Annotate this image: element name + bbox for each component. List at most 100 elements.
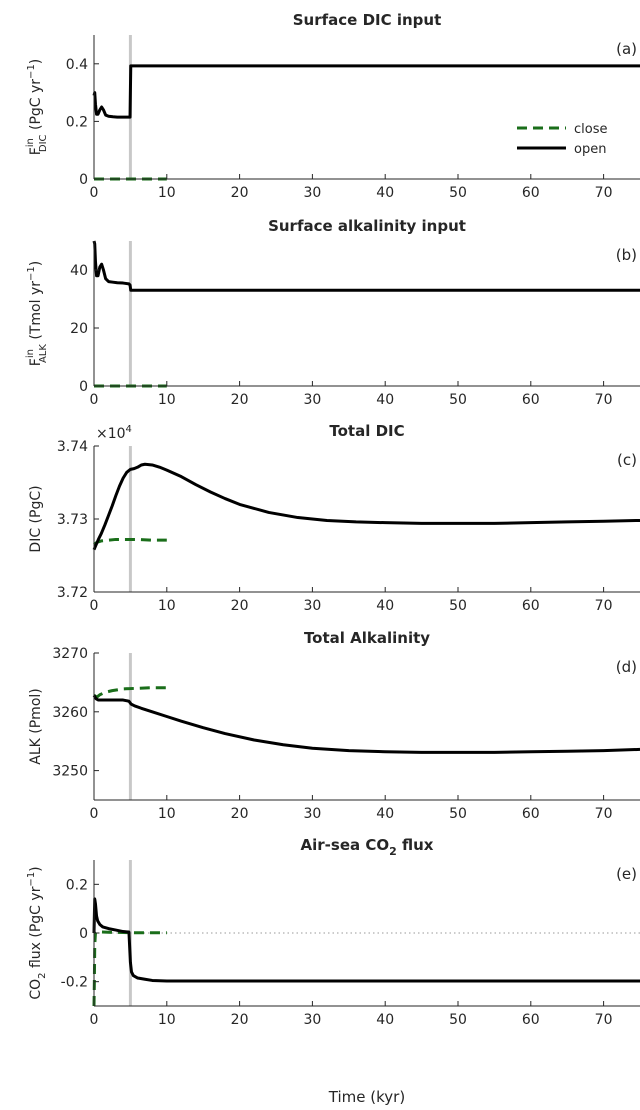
panel-b-ytick-label: 40 bbox=[70, 263, 88, 279]
panel-b-y-label-unit-sup: −1 bbox=[26, 266, 37, 281]
panel-e-y-label-close: ) bbox=[28, 866, 44, 871]
panel-a-xtick-label: 10 bbox=[158, 185, 176, 201]
panel-a-y-label-sub: DIC bbox=[38, 134, 49, 152]
panel-d-ytick-label: 3270 bbox=[52, 646, 88, 662]
panel-c-xtick-label: 0 bbox=[90, 598, 99, 614]
panel-e-ytick-label: 0 bbox=[79, 926, 88, 942]
panel-e-title-end: flux bbox=[397, 836, 434, 854]
panel-a-ytick-label: 0.4 bbox=[66, 57, 88, 73]
panel-e-y-label-unit-sup: −1 bbox=[26, 872, 37, 887]
panel-b-panel-label: (b) bbox=[616, 246, 637, 264]
panel-b-xtick-label: 0 bbox=[90, 392, 99, 408]
panel-c-xtick-label: 70 bbox=[595, 598, 613, 614]
panel-e-y-label-unit: flux (PgC yr bbox=[28, 886, 44, 972]
panel-a-xtick-label: 30 bbox=[303, 185, 321, 201]
panel-c-title: Total DIC bbox=[329, 422, 404, 440]
panel-c-title-text: Total DIC bbox=[329, 422, 404, 440]
panel-c-series-close bbox=[93, 537, 167, 546]
panel-d-series-open bbox=[92, 694, 640, 754]
panel-e-xtick-label: 20 bbox=[231, 1012, 249, 1028]
panel-e-title-sub: 2 bbox=[389, 845, 397, 858]
panel-b-xtick-label: 10 bbox=[158, 392, 176, 408]
panel-c-exponent-label: ×104 bbox=[96, 424, 132, 442]
panel-b-xtick-label: 50 bbox=[449, 392, 467, 408]
panel-b-title: Surface alkalinity input bbox=[268, 217, 466, 235]
panel-a-series-open bbox=[92, 64, 640, 119]
panel-b-y-label-sup: in bbox=[25, 349, 36, 358]
panel-e-xtick-label: 50 bbox=[449, 1012, 467, 1028]
panel-e-y-label-main: CO bbox=[28, 979, 44, 1000]
panel-d-xtick-label: 70 bbox=[595, 806, 613, 822]
panel-a-title: Surface DIC input bbox=[293, 11, 441, 29]
panel-d: 0 10 20 30 40 50 60 70 3250 3260 3270 Total Alkalin… bbox=[28, 629, 640, 822]
panel-b: 0 10 20 30 40 50 60 70 0 20 40 Surface alkalinity i… bbox=[25, 217, 640, 408]
panel-e-xtick-label: 70 bbox=[595, 1012, 613, 1028]
panel-c: 0 10 20 30 40 50 60 70 3.72 3.73 3.74 Total DIC (c) D… bbox=[28, 422, 640, 614]
panel-a-panel-label: (a) bbox=[616, 40, 637, 58]
panel-e-series-close bbox=[92, 930, 167, 1007]
panel-d-ytick-label: 3250 bbox=[52, 764, 88, 780]
panel-d-series-close bbox=[93, 686, 167, 699]
panel-c-xtick-label: 50 bbox=[449, 598, 467, 614]
panel-a-title-text: Surface DIC input bbox=[293, 11, 441, 29]
panel-e-panel-label: (e) bbox=[616, 865, 637, 883]
panel-b-y-label-close: ) bbox=[28, 261, 44, 266]
panel-c-y-label-main: DIC (PgC) bbox=[28, 485, 44, 552]
panel-b-series-open bbox=[92, 240, 640, 292]
panel-e-xtick-label: 10 bbox=[158, 1012, 176, 1028]
panel-e-xtick-label: 60 bbox=[522, 1012, 540, 1028]
panel-c-xtick-label: 60 bbox=[522, 598, 540, 614]
panel-b-y-label: Fin ALK (Tmol yr−1) bbox=[25, 261, 49, 366]
panel-d-xtick-label: 20 bbox=[231, 806, 249, 822]
panel-a-y-label-sup: in bbox=[25, 138, 36, 147]
panel-c-panel-label: (c) bbox=[617, 451, 637, 469]
panel-d-xtick-label: 30 bbox=[303, 806, 321, 822]
panel-a-y-label-unit: (PgC yr bbox=[28, 79, 44, 135]
panel-a-xtick-label: 70 bbox=[595, 185, 613, 201]
panel-e-xtick-label: 30 bbox=[303, 1012, 321, 1028]
panel-e-y-label-sub: 2 bbox=[37, 972, 48, 978]
panel-a-ytick-label: 0.2 bbox=[66, 114, 88, 130]
panel-d-y-label-main: ALK (Pmol) bbox=[28, 688, 44, 764]
panel-e-series-open bbox=[92, 897, 640, 983]
panel-a-y-label-unit-sup: −1 bbox=[26, 64, 37, 79]
panel-d-title: Total Alkalinity bbox=[304, 629, 430, 647]
panel-c-exponent-base: ×10 bbox=[96, 426, 126, 442]
panel-e-xtick-label: 40 bbox=[376, 1012, 394, 1028]
panel-a-y-label-close: ) bbox=[28, 59, 44, 64]
panel-e-y-label: CO2 flux (PgC yr−1) bbox=[26, 866, 48, 999]
panel-d-panel-label: (d) bbox=[616, 658, 637, 676]
panel-d-ytick-label: 3260 bbox=[52, 705, 88, 721]
panel-a: 0 10 20 30 40 50 60 70 0 0.2 0.4 Surface DIC input (… bbox=[25, 11, 640, 201]
legend-label-open: open bbox=[574, 142, 606, 157]
panel-a-y-label-main: F bbox=[28, 147, 44, 155]
panel-c-xtick-label: 20 bbox=[231, 598, 249, 614]
panel-d-xtick-label: 0 bbox=[90, 806, 99, 822]
panel-d-xtick-label: 40 bbox=[376, 806, 394, 822]
panel-a-xtick-label: 50 bbox=[449, 185, 467, 201]
panel-b-ytick-label: 20 bbox=[70, 321, 88, 337]
panel-d-xtick-label: 10 bbox=[158, 806, 176, 822]
panel-b-xtick-label: 70 bbox=[595, 392, 613, 408]
panel-d-y-label: ALK (Pmol) bbox=[28, 688, 44, 764]
panel-b-title-text: Surface alkalinity input bbox=[268, 217, 466, 235]
panel-a-xtick-label: 60 bbox=[522, 185, 540, 201]
panel-e-title: Air-sea CO2 flux bbox=[301, 836, 434, 858]
legend: close open bbox=[517, 122, 607, 157]
panel-e-ytick-label: 0.2 bbox=[66, 877, 88, 893]
panel-c-ytick-label: 3.72 bbox=[57, 585, 88, 601]
panel-c-y-label: DIC (PgC) bbox=[28, 485, 44, 552]
panel-b-xtick-label: 30 bbox=[303, 392, 321, 408]
panel-c-ytick-label: 3.73 bbox=[57, 512, 88, 528]
panel-a-xtick-label: 0 bbox=[90, 185, 99, 201]
panel-a-y-label: Fin DIC (PgC yr−1) bbox=[25, 59, 49, 156]
panel-a-xtick-label: 40 bbox=[376, 185, 394, 201]
panel-d-xtick-label: 50 bbox=[449, 806, 467, 822]
legend-label-close: close bbox=[574, 122, 607, 137]
panel-c-xtick-label: 10 bbox=[158, 598, 176, 614]
panel-e-title-text: Air-sea CO bbox=[301, 836, 390, 854]
panel-b-xtick-label: 20 bbox=[231, 392, 249, 408]
panel-e-ytick-label: -0.2 bbox=[61, 975, 88, 991]
panel-b-xtick-label: 40 bbox=[376, 392, 394, 408]
